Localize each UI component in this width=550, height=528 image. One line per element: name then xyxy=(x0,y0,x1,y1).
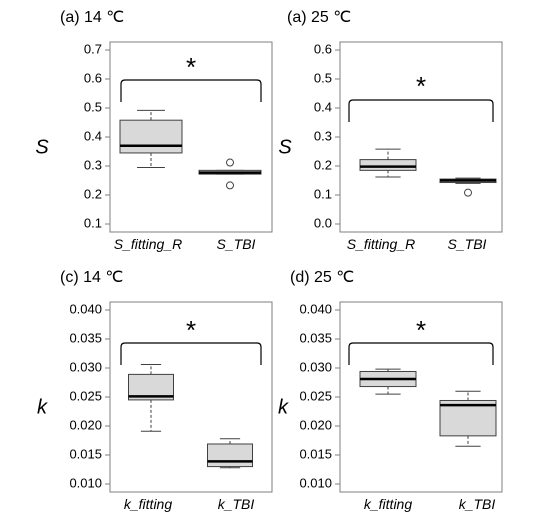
x-category-label: S_TBI xyxy=(217,236,256,252)
box-iqr xyxy=(439,399,497,437)
x-category-label: S_fitting_R xyxy=(114,236,182,252)
y-tick-label: 0.015 xyxy=(69,446,102,461)
y-tick-label: 0.3 xyxy=(314,128,332,143)
y-tick-label: 0.035 xyxy=(299,330,332,345)
y-tick-label: 0.2 xyxy=(314,157,332,172)
y-tick-label: 0.6 xyxy=(84,70,102,85)
significance-bracket xyxy=(348,99,494,122)
outlier-point xyxy=(226,181,234,190)
y-tick-label: 0.4 xyxy=(84,128,102,143)
x-category-label: k_fitting xyxy=(124,496,172,512)
significance-star: * xyxy=(416,71,426,101)
y-axis-label: k xyxy=(37,396,48,418)
box-iqr xyxy=(119,119,183,154)
y-tick-label: 0.020 xyxy=(299,417,332,432)
y-tick-label: 0.010 xyxy=(299,475,332,490)
y-tick-label: 0.035 xyxy=(69,330,102,345)
y-tick-label: 0.0 xyxy=(314,215,332,230)
y-tick-label: 0.010 xyxy=(69,475,102,490)
box-iqr xyxy=(207,443,253,468)
x-category-label: k_TBI xyxy=(459,496,496,512)
y-axis-label: S xyxy=(35,136,49,158)
significance-star: * xyxy=(416,315,426,345)
x-category-label: k_fitting xyxy=(364,496,412,512)
significance-star: * xyxy=(186,315,196,345)
y-tick-label: 0.040 xyxy=(299,301,332,316)
x-category-label: k_TBI xyxy=(218,496,255,512)
y-tick-label: 0.1 xyxy=(84,215,102,230)
x-category-label: S_fitting_R xyxy=(347,236,415,252)
y-tick-label: 0.5 xyxy=(314,70,332,85)
y-tick-label: 0.030 xyxy=(69,359,102,374)
y-tick-label: 0.2 xyxy=(84,186,102,201)
y-tick-label: 0.025 xyxy=(299,388,332,403)
y-tick-label: 0.5 xyxy=(84,99,102,114)
panel-title: (d) 25 ℃ xyxy=(290,269,354,286)
outlier-point xyxy=(464,188,472,197)
y-tick-label: 0.040 xyxy=(69,301,102,316)
y-tick-label: 0.030 xyxy=(299,359,332,374)
significance-bracket xyxy=(348,342,494,365)
y-tick-label: 0.015 xyxy=(299,446,332,461)
significance-star: * xyxy=(186,52,196,82)
y-tick-label: 0.6 xyxy=(314,41,332,56)
y-tick-label: 0.4 xyxy=(314,99,332,114)
x-category-label: S_TBI xyxy=(448,236,487,252)
panel-title: (a) 25 ℃ xyxy=(287,9,351,26)
significance-bracket xyxy=(120,79,262,102)
y-tick-label: 0.7 xyxy=(84,41,102,56)
y-axis-label: k xyxy=(278,396,289,418)
y-tick-label: 0.020 xyxy=(69,417,102,432)
y-tick-label: 0.1 xyxy=(314,186,332,201)
panel-title: (a) 14 ℃ xyxy=(60,9,124,26)
y-tick-label: 0.3 xyxy=(84,157,102,172)
significance-bracket xyxy=(120,342,262,365)
y-axis-label: S xyxy=(278,136,292,158)
y-tick-label: 0.025 xyxy=(69,388,102,403)
box-iqr xyxy=(359,159,417,171)
outlier-point xyxy=(226,158,234,167)
panel-title: (c) 14 ℃ xyxy=(60,269,123,286)
